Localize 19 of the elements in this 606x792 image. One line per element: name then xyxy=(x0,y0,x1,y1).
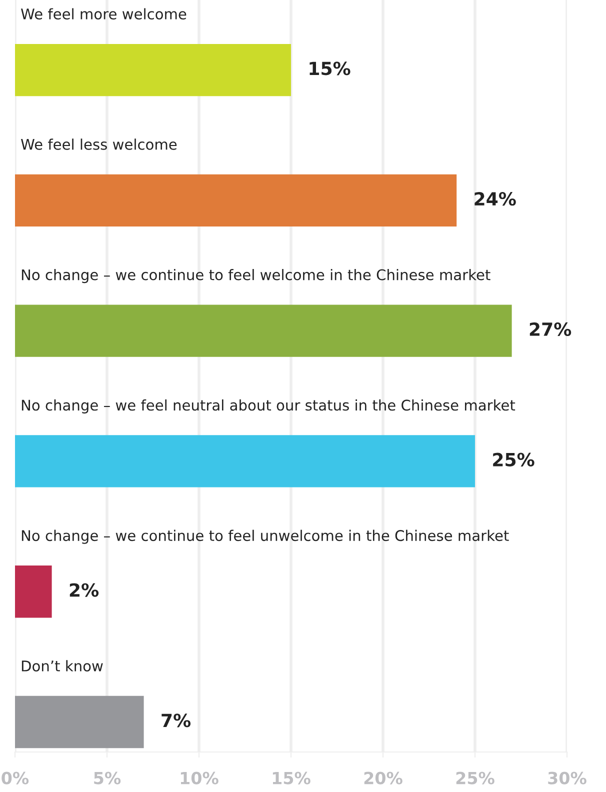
x-tick-label: 30% xyxy=(548,772,586,784)
data-label: 24% xyxy=(474,192,516,206)
data-label: 25% xyxy=(493,452,534,466)
x-tick-label: 0% xyxy=(2,772,29,784)
x-tick-label: 15% xyxy=(272,772,310,784)
x-tick-label: 10% xyxy=(180,772,218,784)
y-tick-label: We feel more welcome xyxy=(21,8,186,20)
data-label: 27% xyxy=(530,322,572,336)
y-tick-label: Don’t know xyxy=(22,660,103,672)
x-tick-label: 25% xyxy=(456,772,494,784)
x-tick-label: 5% xyxy=(94,772,121,784)
y-tick-label: No change – we continue to feel welcome in the Chinese market xyxy=(22,268,490,284)
y-tick-label: No change – we feel neutral about our status in the Chinese market xyxy=(22,399,516,414)
y-tick-label: No change – we continue to feel unwelcome in the Chinese market xyxy=(22,530,509,544)
data-label: 7% xyxy=(162,714,191,728)
y-tick-label: We feel less welcome xyxy=(21,138,177,150)
x-tick-label: 20% xyxy=(364,772,402,784)
data-label: 15% xyxy=(310,62,350,76)
data-label: 2% xyxy=(70,583,99,597)
